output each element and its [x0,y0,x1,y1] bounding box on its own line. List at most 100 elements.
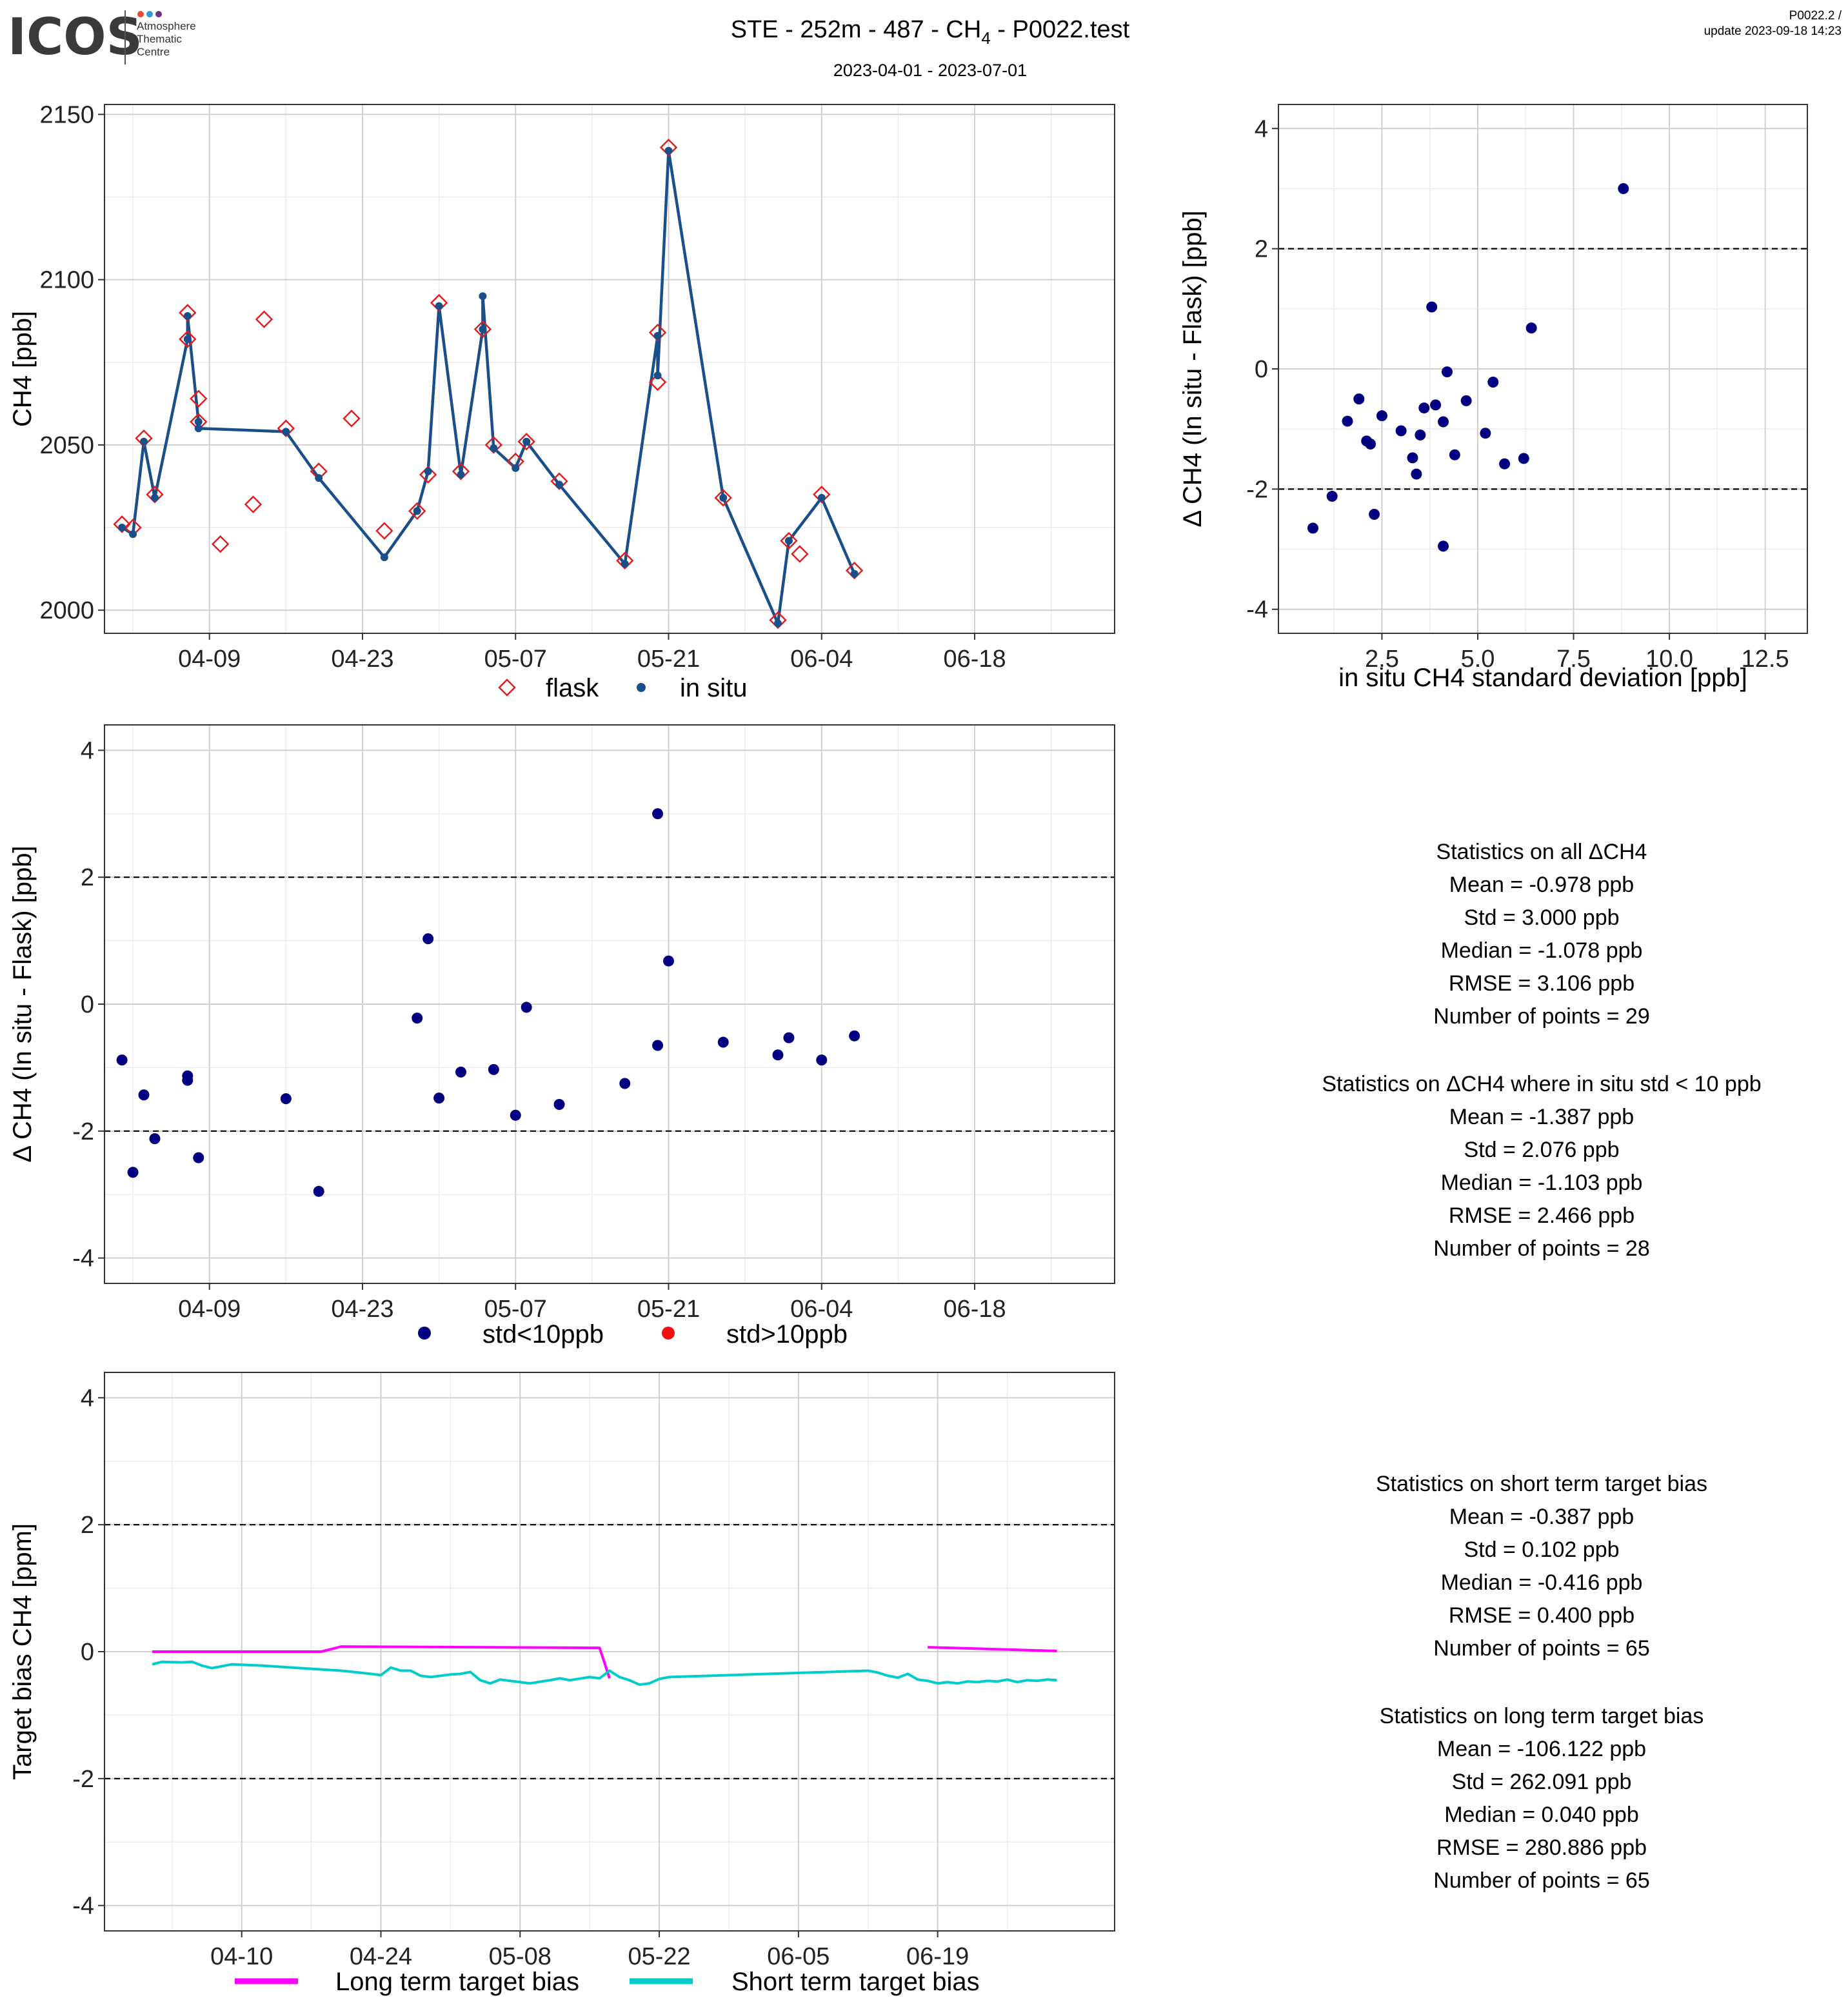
scatter-point [1430,399,1442,411]
scatter-point [1415,430,1426,440]
delta-point [313,1185,324,1197]
delta-ylabel: Δ CH4 (In situ - Flask) [ppb] [8,845,37,1162]
in-situ-point [653,331,662,340]
stats-short-median: Median = -0.416 ppb [1441,1570,1643,1595]
delta-point [455,1066,467,1078]
legend-std-lt10-label: std<10ppb [482,1320,604,1349]
flask-marker [408,502,426,520]
flask-marker [769,611,787,629]
flask-marker [430,293,448,312]
flask-marker [375,522,393,540]
scatter-point [1487,377,1499,388]
in-situ-point [282,428,290,436]
y-tick-label: 2150 [39,101,94,128]
scatter-point [1426,301,1438,313]
y-tick-label: 0 [1255,356,1268,383]
flask-marker [616,551,634,569]
legend-short-term-label: Short term target bias [731,1968,980,1996]
delta-point [521,1002,532,1013]
y-tick-label: 0 [81,991,94,1018]
delta-panel: 04-09 04-23 05-07 05-21 06-04 06-18 -4 -2 0 2 4 Δ … [8,724,1115,1349]
flask-marker [211,535,230,553]
delta-grid [104,725,1115,1283]
y-tick-label: 0 [81,1639,94,1666]
flask-marker [659,138,678,157]
delta-point [488,1063,499,1075]
x-tick-label: 05-22 [628,1943,690,1970]
flask-marker [255,310,273,328]
flask-marker [791,545,809,563]
flask-marker [473,320,492,339]
stats-long-median: Median = 0.040 ppb [1444,1803,1639,1827]
scatter-point [1353,393,1365,405]
stats-short-rmse: RMSE = 0.400 ppb [1449,1603,1634,1628]
stats-delta-block: Statistics on all ΔCH4 Mean = -0.978 ppb… [1322,840,1761,1261]
y-tick-label: 4 [81,1385,94,1412]
delta-point [182,1074,194,1086]
stats-long-rmse: RMSE = 280.886 ppb [1436,1835,1647,1860]
stats-short-mean: Mean = -0.387 ppb [1449,1505,1634,1529]
flask-marker [517,433,535,451]
y-tick-label: 2100 [39,267,94,294]
x-tick-label: 2.5 [1365,646,1399,673]
delta-point [149,1133,161,1145]
delta-point [652,1040,664,1051]
flask-marker [113,515,131,533]
stats-all-rmse: RMSE = 3.106 ppb [1449,971,1634,996]
in-situ-point [774,619,782,628]
in-situ-point [140,437,148,446]
delta-marks [116,808,860,1197]
in-situ-point [183,312,192,320]
in-situ-point [150,493,159,502]
x-tick-label: 04-24 [350,1943,412,1970]
x-tick-label: 06-04 [790,1296,853,1323]
flask-marker [190,390,208,408]
in-situ-point [380,553,388,562]
stats-filtered-rmse: RMSE = 2.466 ppb [1449,1203,1634,1228]
timeseries-panel: 04-09 04-23 05-07 05-21 06-04 06-18 2000 2050 21… [8,101,1115,702]
delta-point [619,1078,631,1089]
delta-point [510,1109,521,1121]
legend-in-situ-icon [637,683,646,692]
y-tick-label: 2 [81,864,94,891]
scatter-std-marks [1307,183,1629,552]
legend-in-situ-label: in situ [680,674,748,702]
stats-filtered-count: Number of points = 28 [1433,1236,1649,1261]
flask-marker [135,429,153,448]
long-term-bias-line [152,1645,611,1679]
x-tick-label: 04-09 [178,1296,241,1323]
x-tick-label: 06-19 [906,1943,969,1970]
x-tick-label: 04-23 [331,1296,393,1323]
stats-long-mean: Mean = -106.122 ppb [1437,1737,1646,1761]
flask-marker [419,466,437,484]
stats-all-count: Number of points = 29 [1433,1004,1649,1029]
flask-marker [813,486,831,504]
delta-point [116,1054,128,1066]
in-situ-point [194,418,203,426]
x-tick-label: 05-21 [637,646,700,673]
timeseries-axes: 04-09 04-23 05-07 05-21 06-04 06-18 2000 2050 21… [39,101,1006,673]
in-situ-point [653,371,662,380]
x-tick-label: 04-09 [178,646,241,673]
y-tick-label: 2050 [39,432,94,459]
stats-short-std: Std = 0.102 ppb [1464,1537,1619,1562]
logo-text: ICOS [8,8,143,66]
logo-subtitle-2: Thematic [137,33,182,45]
x-tick-label: 04-23 [331,646,393,673]
legend-long-term-label: Long term target bias [335,1968,579,1996]
short-term-bias-line [152,1660,1057,1686]
in-situ-point [183,335,192,343]
scatter-point [1518,453,1529,464]
y-tick-label: -2 [72,1766,94,1793]
scatter-point [1326,491,1338,502]
stats-filtered-mean: Mean = -1.387 ppb [1449,1105,1634,1129]
in-situ-point [479,292,487,301]
in-situ-point [435,302,443,310]
scatter-point [1411,468,1422,480]
x-tick-label: 05-07 [484,646,547,673]
logo-dot-red-icon [137,11,144,17]
stats-filtered-title: Statistics on ΔCH4 where in situ std < 1… [1322,1072,1761,1096]
y-tick-label: 2 [1255,236,1268,263]
flask-marker [146,486,164,504]
